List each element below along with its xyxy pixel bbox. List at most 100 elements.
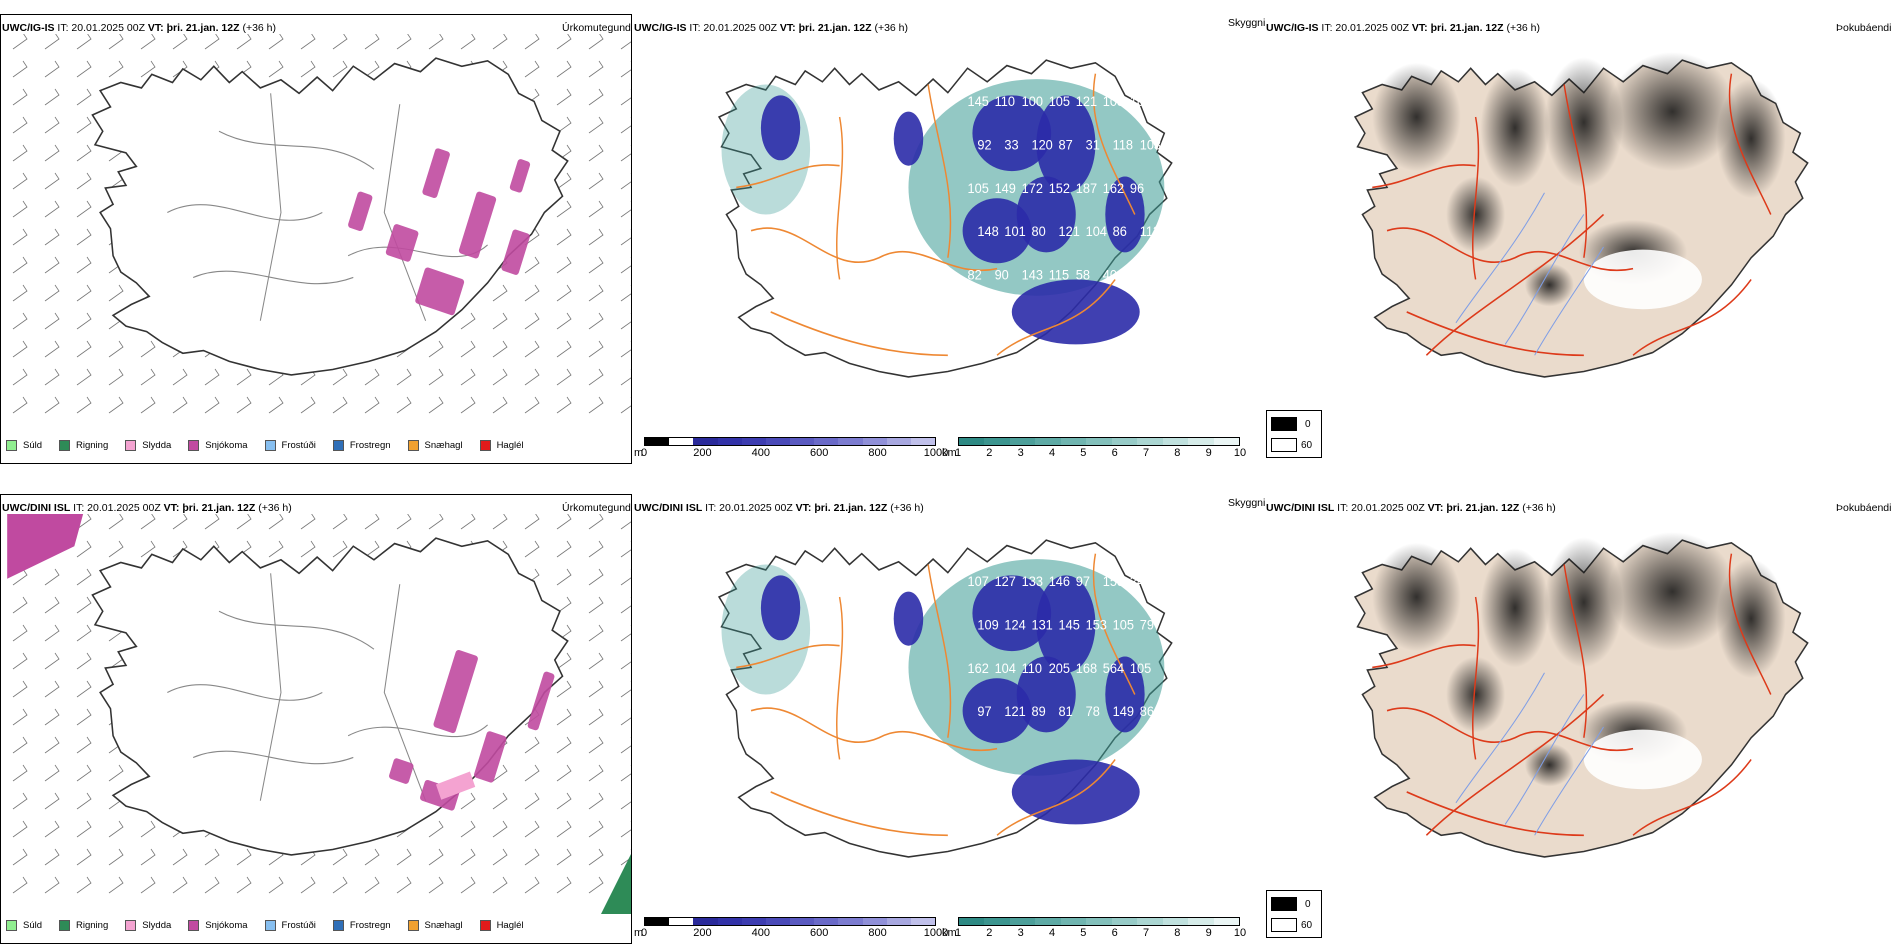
cloud-base-value: 172 [1022,180,1043,196]
wind-barb [236,514,252,530]
wind-barb [140,368,156,386]
snow-area [348,191,373,232]
wind-barb [460,848,476,866]
cloud-base-value: 187 [1076,180,1097,196]
wind-barb [620,521,631,530]
wind-barb [44,396,60,414]
colorbar-cell [1111,918,1138,925]
wind-barb [524,764,540,782]
wind-barb [76,368,92,386]
legend-label: Snjókoma [205,920,248,931]
road [1563,84,1588,258]
wind-barb [364,514,380,530]
wind-barb [556,736,572,754]
fog-area [1372,62,1461,172]
wind-barb [524,736,540,754]
colorbar-cell [1188,438,1214,445]
low-cloud-area [1036,575,1096,673]
wind-barb [332,368,348,386]
wind-barb [204,396,220,414]
rivers [1455,192,1604,356]
fog-area [1608,532,1737,652]
colorbar-cells [958,917,1240,926]
wind-barb [620,597,631,614]
low-cloud-area [760,95,801,161]
wind-barb [236,396,252,414]
cloud-base-value: 31 [1086,137,1100,153]
wind-barb [556,34,572,50]
cloud-base-value: 121 [1076,94,1097,110]
colorbar-tick-label: 800 [868,927,887,939]
wind-barb [76,568,92,586]
legend-label: Frostregn [349,440,391,451]
road [1372,164,1476,189]
colorbar-cell [862,438,887,445]
sleet-area [435,771,476,800]
colorbar-cell [1137,918,1163,925]
fog-area [1446,176,1506,253]
wind-barb [204,34,220,50]
wind-barb [172,368,188,386]
legend-label: Slydda [142,920,172,931]
wind-barb [620,313,631,330]
wind-barb [556,792,572,810]
colorbar-cell [741,438,766,445]
cloud-base-value: 110 [995,94,1015,110]
colorbar-tick-label: 9 [1205,927,1212,939]
cloud-base-value: 121 [1004,704,1025,720]
wind-barb [460,514,476,530]
colorbar-cells [958,437,1240,446]
wind-barb [524,340,540,358]
terrain-contours [167,93,488,321]
wind-barb [108,540,124,558]
wind-barb [588,396,604,414]
cloud-base-value: 564 [1103,660,1125,676]
colorbar-ticks: 0 200 400 600 800 1000 [641,447,948,459]
iceland-coastline [91,537,569,856]
precip-type-legend-2: Súld Rigning Slydda Snjókoma Frostúði Frostre… [6,920,541,931]
wind-barb [588,596,604,614]
legend-label: Frostregn [349,920,391,931]
river [1534,246,1604,356]
colorbar-ticks: 1 2 3 4 5 6 7 8 9 10 [955,927,1246,939]
colorbar-tick-label: 8 [1174,927,1181,939]
colorbar-ticks: 0 200 400 600 800 1000 [641,927,948,939]
snow-area [415,267,465,316]
legend-item: Slydda [125,920,171,931]
wind-barb [428,876,444,894]
fog-area [1524,743,1574,787]
colorbar-tick-label: 200 [693,447,712,459]
wind-barb [492,340,508,358]
wind-barb [76,60,92,78]
wind-barb [44,652,60,670]
cloud-base-value: 92 [977,137,991,153]
legend-item: Rigning [59,440,108,451]
cloud-base-value: 205 [1049,660,1070,676]
wind-barb [44,60,60,78]
wind-barb [76,228,92,246]
road [927,84,952,258]
colorbar-tick-label: 1 [954,447,962,459]
colorbar-tick-label: 400 [751,927,770,939]
wind-barb [556,60,572,78]
cloud-base-value: 118 [1113,137,1133,153]
wind-barb [12,652,28,670]
wind-barb [556,652,572,670]
wind-barb [76,736,92,754]
fog-scale-top-label-2: 0 [1305,899,1311,910]
contour-line [192,750,354,765]
wind-barb [620,41,631,50]
colorbar-cell [838,438,863,445]
colorbar-tick-label: 5 [1080,927,1087,939]
wind-barb [364,368,380,386]
wind-barb [524,312,540,330]
wind-barb [300,396,316,414]
cloud-base-value: 105 [968,180,989,196]
wind-barb [364,876,380,894]
colorbar-cell [1162,918,1189,925]
fog-area [1524,263,1574,307]
colorbar-tick-label: 4 [1048,927,1056,939]
wind-barb [236,368,252,386]
road [1728,553,1772,695]
low-cloud-area [962,198,1032,264]
